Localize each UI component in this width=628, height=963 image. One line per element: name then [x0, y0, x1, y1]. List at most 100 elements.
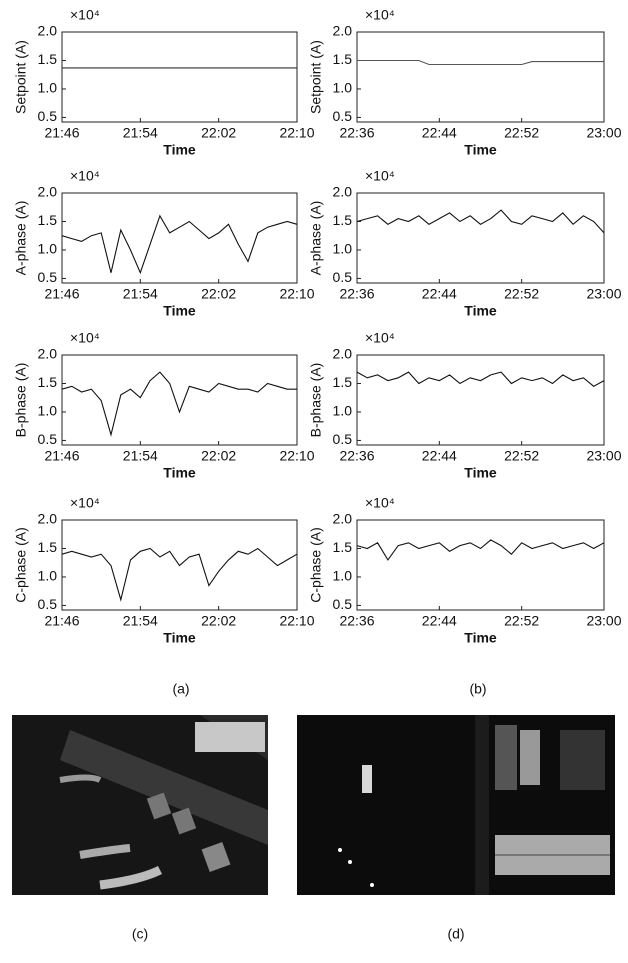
- plot-frame: [356, 31, 605, 123]
- y-axis-label: B-phase (A): [13, 363, 29, 438]
- y-tick-label: 1.5: [333, 374, 353, 390]
- data-line: [356, 209, 605, 234]
- y-axis-label: C-phase (A): [13, 527, 29, 602]
- plot-frame: [356, 192, 605, 284]
- x-axis-label: Time: [163, 303, 196, 319]
- plot-frame: [356, 354, 605, 446]
- data-line: [61, 371, 297, 437]
- y-tick-label: 1.0: [38, 568, 58, 584]
- y-tick-label: 1.5: [333, 51, 353, 67]
- y-tick-label: 0.5: [333, 269, 353, 285]
- data-line: [356, 539, 605, 561]
- y-axis-label: A-phase (A): [308, 201, 324, 276]
- data-line: [61, 214, 298, 275]
- x-tick-label: 23:00: [586, 286, 621, 302]
- axis-multiplier: ×10⁴: [365, 168, 395, 184]
- y-tick-label: 2.0: [38, 184, 58, 200]
- plot-frame: [61, 192, 298, 284]
- y-tick-label: 0.5: [333, 431, 353, 447]
- axis-multiplier: ×10⁴: [70, 330, 100, 346]
- x-tick-label: 21:54: [123, 286, 158, 302]
- x-tick-label: 22:36: [339, 448, 374, 464]
- y-tick-label: 2.0: [38, 23, 58, 39]
- x-axis-label: Time: [163, 630, 196, 646]
- x-tick-label: 23:00: [586, 613, 621, 629]
- y-tick-label: 2.0: [38, 346, 58, 362]
- x-tick-label: 22:02: [201, 448, 236, 464]
- y-tick-label: 0.5: [38, 108, 58, 124]
- y-tick-label: 1.5: [333, 212, 353, 228]
- y-tick-label: 1.5: [38, 374, 58, 390]
- y-tick-label: 1.0: [333, 403, 353, 419]
- x-tick-label: 22:02: [201, 286, 236, 302]
- y-tick-label: 2.0: [333, 511, 353, 527]
- photo-c: [12, 715, 268, 895]
- y-tick-label: 1.0: [333, 568, 353, 584]
- y-tick-label: 1.0: [333, 80, 353, 96]
- x-tick-label: 22:36: [339, 613, 374, 629]
- data-line: [61, 547, 298, 602]
- x-tick-label: 22:44: [422, 448, 457, 464]
- x-tick-label: 22:10: [279, 125, 314, 141]
- axis-multiplier: ×10⁴: [70, 7, 100, 23]
- x-tick-label: 23:00: [586, 448, 621, 464]
- y-tick-label: 0.5: [38, 269, 58, 285]
- panel-label: (a): [172, 681, 189, 697]
- y-tick-label: 1.5: [38, 212, 58, 228]
- x-tick-label: 22:52: [504, 286, 539, 302]
- x-tick-label: 22:44: [422, 286, 457, 302]
- y-tick-label: 1.5: [38, 539, 58, 555]
- y-tick-label: 0.5: [38, 596, 58, 612]
- x-axis-label: Time: [464, 465, 497, 481]
- x-tick-label: 22:52: [504, 613, 539, 629]
- y-tick-label: 0.5: [333, 596, 353, 612]
- x-tick-label: 22:52: [504, 125, 539, 141]
- axis-multiplier: ×10⁴: [365, 495, 395, 511]
- axis-multiplier: ×10⁴: [365, 330, 395, 346]
- x-tick-label: 22:10: [279, 286, 314, 302]
- axis-multiplier: ×10⁴: [365, 7, 395, 23]
- x-tick-label: 21:46: [44, 613, 79, 629]
- y-axis-label: A-phase (A): [13, 201, 29, 276]
- data-line: [357, 59, 604, 66]
- y-axis-label: Setpoint (A): [13, 40, 29, 114]
- x-tick-label: 21:46: [44, 286, 79, 302]
- y-tick-label: 2.0: [333, 346, 353, 362]
- x-axis-label: Time: [464, 630, 497, 646]
- data-line: [356, 371, 605, 387]
- y-tick-label: 1.0: [38, 241, 58, 257]
- y-tick-label: 1.5: [333, 539, 353, 555]
- y-tick-label: 1.5: [38, 51, 58, 67]
- x-axis-label: Time: [464, 142, 497, 158]
- x-tick-label: 21:54: [123, 448, 158, 464]
- y-axis-label: B-phase (A): [308, 363, 324, 438]
- x-tick-label: 22:36: [339, 286, 374, 302]
- plot-frame: [61, 31, 298, 123]
- x-tick-label: 22:52: [504, 448, 539, 464]
- plot-frame: [61, 519, 298, 611]
- x-tick-label: 22:10: [279, 448, 314, 464]
- axis-multiplier: ×10⁴: [70, 168, 100, 184]
- x-tick-label: 22:36: [339, 125, 374, 141]
- x-tick-label: 22:44: [422, 125, 457, 141]
- x-tick-label: 21:54: [123, 613, 158, 629]
- axis-multiplier: ×10⁴: [70, 495, 100, 511]
- panel-label: (c): [132, 926, 148, 942]
- plot-frame: [61, 354, 298, 446]
- plot-frame: [356, 519, 605, 611]
- y-tick-label: 1.0: [333, 241, 353, 257]
- y-tick-label: 0.5: [38, 431, 58, 447]
- x-tick-label: 21:46: [44, 448, 79, 464]
- panel-label: (d): [447, 926, 464, 942]
- y-tick-label: 2.0: [333, 184, 353, 200]
- x-tick-label: 23:00: [586, 125, 621, 141]
- y-tick-label: 0.5: [333, 108, 353, 124]
- x-tick-label: 22:02: [201, 125, 236, 141]
- y-axis-label: C-phase (A): [308, 527, 324, 602]
- x-axis-label: Time: [464, 303, 497, 319]
- x-tick-label: 22:44: [422, 613, 457, 629]
- y-tick-label: 2.0: [333, 23, 353, 39]
- x-axis-label: Time: [163, 142, 196, 158]
- x-tick-label: 22:02: [201, 613, 236, 629]
